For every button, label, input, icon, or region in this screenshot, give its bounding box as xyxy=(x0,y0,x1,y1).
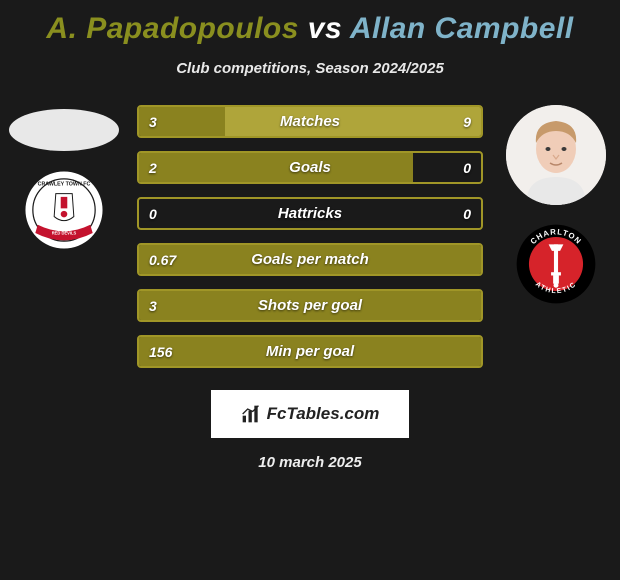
comparison-title: A. Papadopoulos vs Allan Campbell xyxy=(0,0,620,46)
stat-label: Goals xyxy=(139,153,481,182)
vs-text: vs xyxy=(308,12,342,45)
bars-icon xyxy=(241,404,261,424)
svg-text:RED DEVILS: RED DEVILS xyxy=(52,231,77,236)
stat-label: Min per goal xyxy=(139,337,481,366)
player1-column: CRAWLEY TOWN FC RED DEVILS xyxy=(4,105,124,251)
subtitle: Club competitions, Season 2024/2025 xyxy=(0,60,620,77)
stat-bars: 39Matches 20Goals 00Hattricks 0.67Goals per… xyxy=(137,105,483,368)
player2-name: Allan Campbell xyxy=(350,12,574,45)
brand-badge: FcTables.com xyxy=(211,390,409,438)
player1-crest: CRAWLEY TOWN FC RED DEVILS xyxy=(23,169,105,251)
player2-crest: CHARLTON ATHLETIC xyxy=(515,223,597,305)
player2-column: CHARLTON ATHLETIC xyxy=(496,105,616,305)
stat-row: 20Goals xyxy=(137,151,483,184)
player2-photo-icon xyxy=(506,105,606,205)
svg-text:CRAWLEY TOWN FC: CRAWLEY TOWN FC xyxy=(38,181,91,187)
stat-row: 39Matches xyxy=(137,105,483,138)
date-text: 10 march 2025 xyxy=(0,454,620,471)
player1-avatar xyxy=(9,109,119,151)
stat-row: 0.67Goals per match xyxy=(137,243,483,276)
player1-name: A. Papadopoulos xyxy=(46,12,299,45)
stat-row: 156Min per goal xyxy=(137,335,483,368)
stat-label: Goals per match xyxy=(139,245,481,274)
content-area: CRAWLEY TOWN FC RED DEVILS xyxy=(0,105,620,368)
stat-label: Hattricks xyxy=(139,199,481,228)
crawley-crest-icon: CRAWLEY TOWN FC RED DEVILS xyxy=(23,169,105,251)
stat-row: 3Shots per goal xyxy=(137,289,483,322)
player2-avatar xyxy=(506,105,606,205)
charlton-crest-icon: CHARLTON ATHLETIC xyxy=(515,223,597,305)
brand-text: FcTables.com xyxy=(267,404,380,424)
stat-row: 00Hattricks xyxy=(137,197,483,230)
stat-label: Matches xyxy=(139,107,481,136)
stat-label: Shots per goal xyxy=(139,291,481,320)
